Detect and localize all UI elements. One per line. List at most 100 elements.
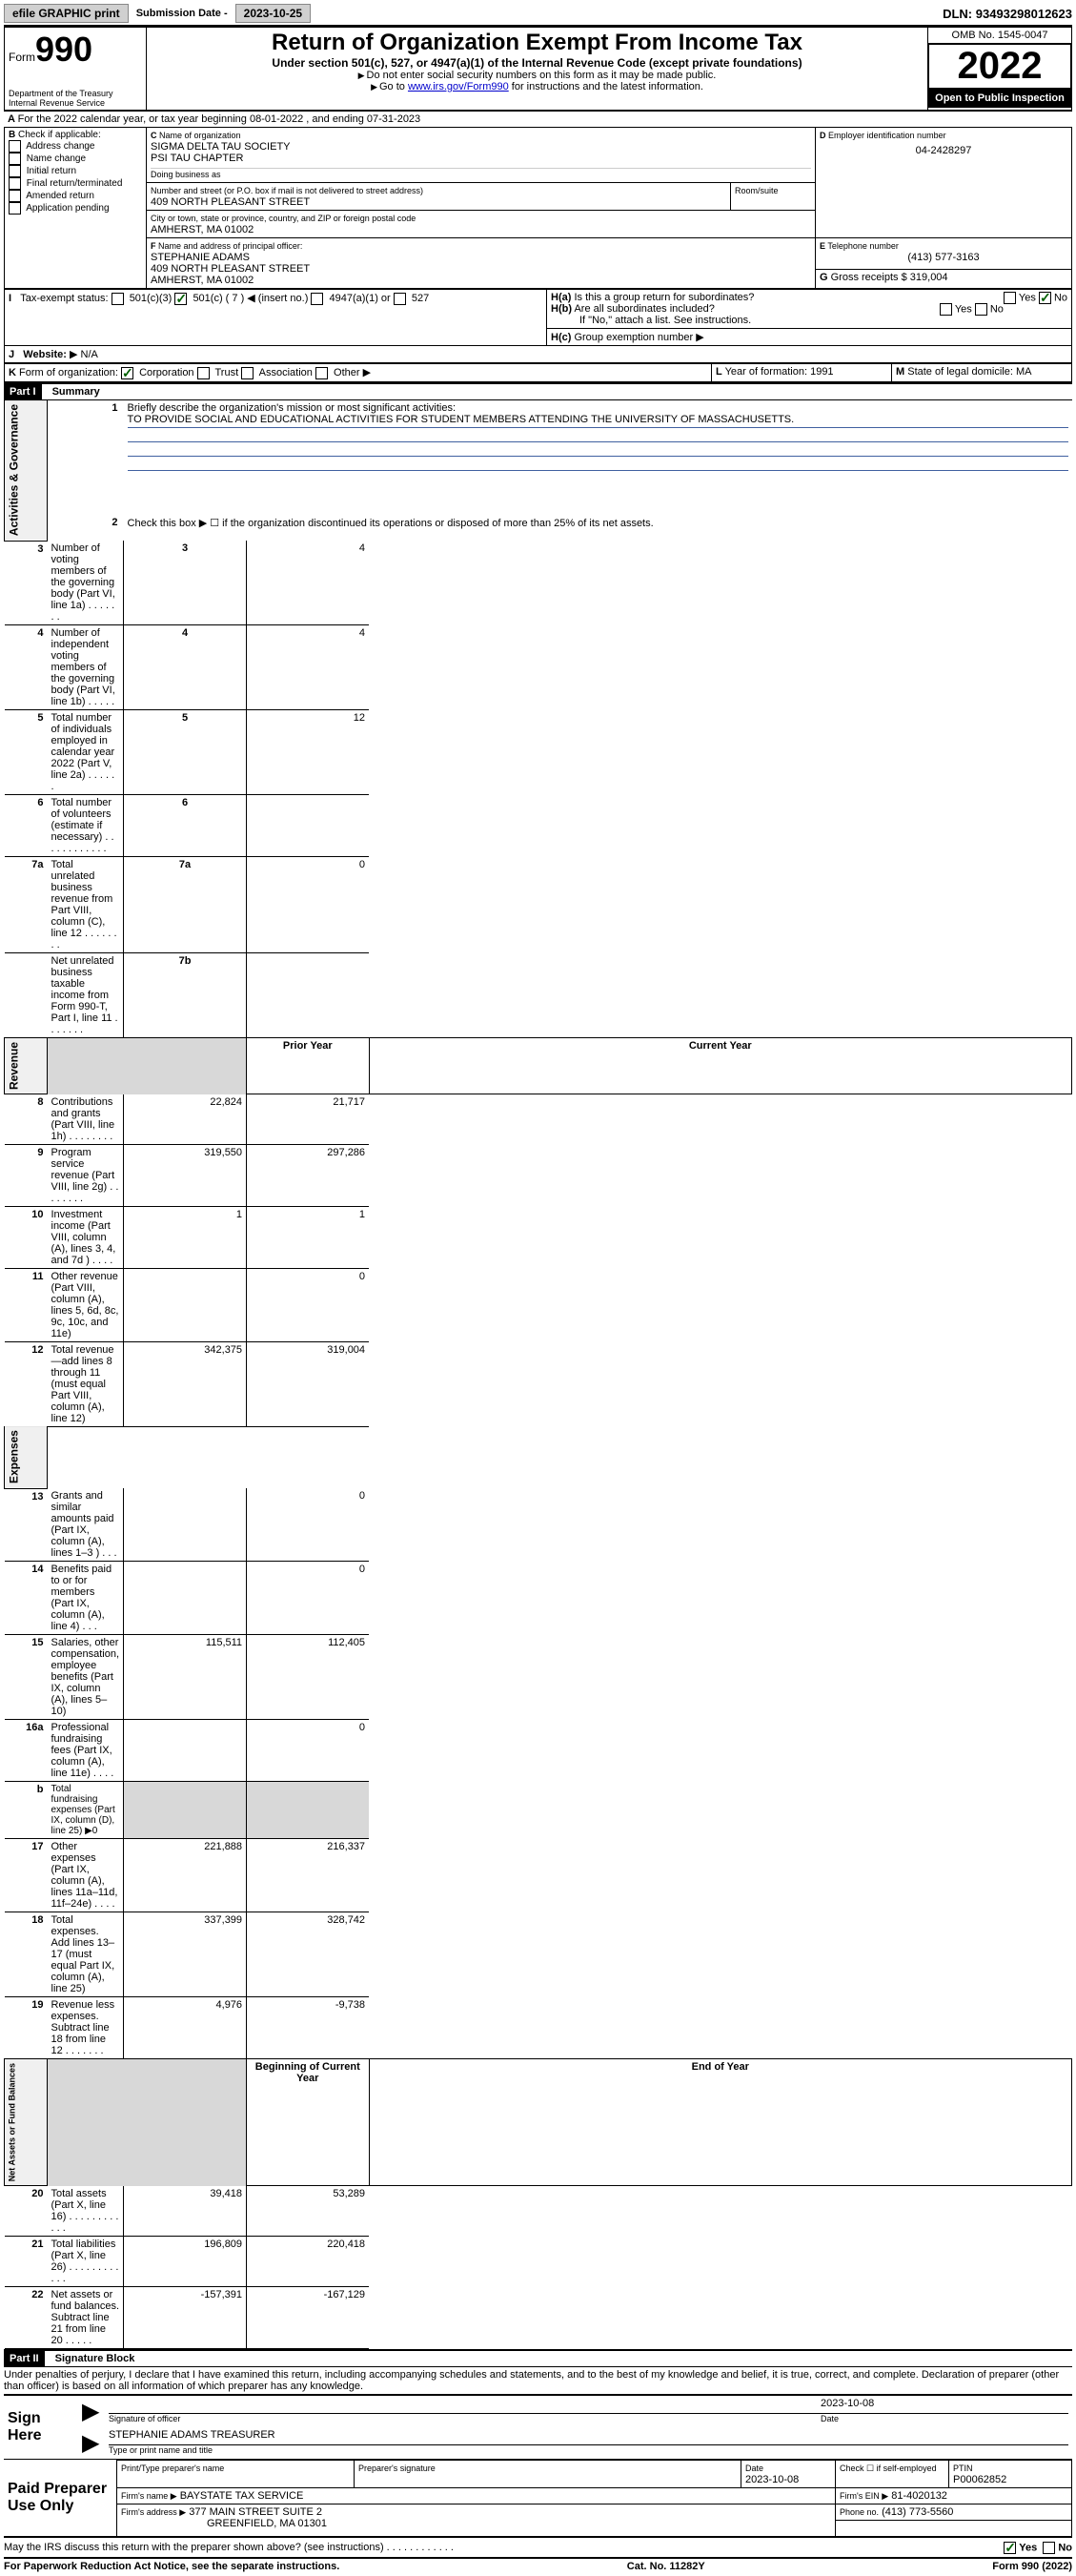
state-domicile: MA xyxy=(1016,366,1032,378)
firm-ein: 81-4020132 xyxy=(891,2490,947,2502)
gov-value: 12 xyxy=(247,710,370,795)
curr-val: 220,418 xyxy=(247,2236,370,2286)
part2-title: Signature Block xyxy=(48,2353,135,2364)
city-state-zip: AMHERST, MA 01002 xyxy=(151,224,254,235)
prior-val: 342,375 xyxy=(124,1341,247,1426)
vert-expenses: Expenses xyxy=(5,1426,48,1488)
gov-value xyxy=(247,953,370,1038)
note-ssn: Do not enter social security numbers on … xyxy=(151,70,924,81)
k-corp[interactable] xyxy=(121,367,133,379)
checkbox-b-opt[interactable] xyxy=(9,165,21,177)
k-other[interactable] xyxy=(315,367,328,379)
firm-name: BAYSTATE TAX SERVICE xyxy=(180,2490,304,2502)
curr-val: 53,289 xyxy=(247,2186,370,2237)
tax-year: 2022 xyxy=(928,44,1071,89)
gov-value: 4 xyxy=(247,625,370,710)
firm-phone: (413) 773-5560 xyxy=(882,2506,953,2518)
checkbox-b-opt[interactable] xyxy=(9,202,21,215)
efile-button[interactable]: efile GRAPHIC print xyxy=(4,4,129,23)
checkbox-4947[interactable] xyxy=(311,293,323,305)
checkbox-501c3[interactable] xyxy=(112,293,124,305)
curr-val: 328,742 xyxy=(247,1912,370,1997)
gov-value xyxy=(247,795,370,857)
curr-val: 0 xyxy=(247,1720,370,1782)
checkbox-b-opt[interactable] xyxy=(9,177,21,190)
prior-val: 39,418 xyxy=(124,2186,247,2237)
prior-val: 1 xyxy=(124,1206,247,1268)
omb-number: OMB No. 1545-0047 xyxy=(928,28,1071,44)
sign-date: 2023-10-08 xyxy=(821,2398,1068,2413)
submission-date-button[interactable]: 2023-10-25 xyxy=(235,4,311,23)
entity-info-table: B Check if applicable: Address change Na… xyxy=(4,127,1072,289)
summary-table: Activities & Governance 1 Briefly descri… xyxy=(4,400,1072,2349)
form-number: 990 xyxy=(35,30,92,69)
curr-val: -9,738 xyxy=(247,1997,370,2059)
form-header: Form990 Department of the Treasury Inter… xyxy=(4,25,1072,111)
firm-addr2: GREENFIELD, MA 01301 xyxy=(121,2518,327,2529)
prior-val: 221,888 xyxy=(124,1839,247,1912)
current-year-header: Current Year xyxy=(369,1038,1071,1094)
paid-preparer-block: Paid Preparer Use Only Print/Type prepar… xyxy=(4,2460,1072,2538)
prior-val xyxy=(124,1720,247,1782)
curr-val: 216,337 xyxy=(247,1839,370,1912)
curr-val: 0 xyxy=(247,1488,370,1562)
form-ref: Form 990 (2022) xyxy=(992,2561,1072,2572)
subtitle: Under section 501(c), 527, or 4947(a)(1)… xyxy=(151,56,924,70)
ein: 04-2428297 xyxy=(820,145,1067,156)
vert-activities: Activities & Governance xyxy=(5,400,48,541)
year-formation: 1991 xyxy=(810,366,833,378)
prior-val: 196,809 xyxy=(124,2236,247,2286)
sign-arrow-icon: ▶ xyxy=(78,2395,105,2427)
ha-no[interactable] xyxy=(1039,292,1051,304)
k-assoc[interactable] xyxy=(241,367,254,379)
curr-val: 0 xyxy=(247,1562,370,1635)
prior-val: 4,976 xyxy=(124,1997,247,2059)
k-trust[interactable] xyxy=(197,367,210,379)
instructions-link[interactable]: www.irs.gov/Form990 xyxy=(408,81,509,92)
curr-val: 21,717 xyxy=(247,1094,370,1145)
checkbox-501c[interactable] xyxy=(174,293,187,305)
prior-val: 337,399 xyxy=(124,1912,247,1997)
paid-preparer-label: Paid Preparer Use Only xyxy=(4,2460,117,2537)
gov-value: 4 xyxy=(247,541,370,625)
vert-net: Net Assets or Fund Balances xyxy=(5,2059,48,2186)
hb-no[interactable] xyxy=(975,303,987,316)
org-name-2: PSI TAU CHAPTER xyxy=(151,153,243,164)
officer-printed-name: STEPHANIE ADAMS TREASURER xyxy=(109,2429,275,2441)
officer-name: STEPHANIE ADAMS xyxy=(151,252,250,263)
sign-arrow-icon-2: ▶ xyxy=(78,2427,105,2460)
prior-val xyxy=(124,1562,247,1635)
checkbox-527[interactable] xyxy=(394,293,406,305)
sign-here-block: Sign Here ▶ 2023-10-08 Signature of offi… xyxy=(4,2394,1072,2460)
vert-revenue: Revenue xyxy=(5,1038,48,1094)
curr-val: 1 xyxy=(247,1206,370,1268)
prior-val: -157,391 xyxy=(124,2286,247,2348)
prior-val xyxy=(124,1488,247,1562)
main-title: Return of Organization Exempt From Incom… xyxy=(151,30,924,56)
curr-val: 297,286 xyxy=(247,1144,370,1206)
irs-label: Internal Revenue Service xyxy=(9,98,142,108)
form-org-table: K Form of organization: Corporation Trus… xyxy=(4,363,1072,384)
form-label: Form xyxy=(9,51,35,64)
telephone: (413) 577-3163 xyxy=(820,252,1067,263)
checkbox-b-opt[interactable] xyxy=(9,153,21,165)
dln: DLN: 93493298012623 xyxy=(943,7,1072,21)
hb-yes[interactable] xyxy=(940,303,952,316)
prior-val xyxy=(124,1268,247,1341)
prior-val: 22,824 xyxy=(124,1094,247,1145)
paperwork-notice: For Paperwork Reduction Act Notice, see … xyxy=(4,2561,339,2572)
ha-yes[interactable] xyxy=(1004,292,1016,304)
dept-label: Department of the Treasury xyxy=(9,89,142,98)
sign-here-label: Sign Here xyxy=(4,2395,78,2460)
website: N/A xyxy=(81,349,98,360)
prior-val: 319,550 xyxy=(124,1144,247,1206)
discuss-yes[interactable] xyxy=(1004,2542,1016,2554)
perjury-declaration: Under penalties of perjury, I declare th… xyxy=(4,2367,1072,2394)
prior-year-header: Prior Year xyxy=(247,1038,370,1094)
checkbox-b-opt[interactable] xyxy=(9,140,21,153)
discuss-no[interactable] xyxy=(1043,2542,1055,2554)
part1-header: Part I xyxy=(4,384,42,399)
curr-val: -167,129 xyxy=(247,2286,370,2348)
checkbox-b-opt[interactable] xyxy=(9,190,21,202)
note-goto: Go to www.irs.gov/Form990 for instructio… xyxy=(151,81,924,92)
